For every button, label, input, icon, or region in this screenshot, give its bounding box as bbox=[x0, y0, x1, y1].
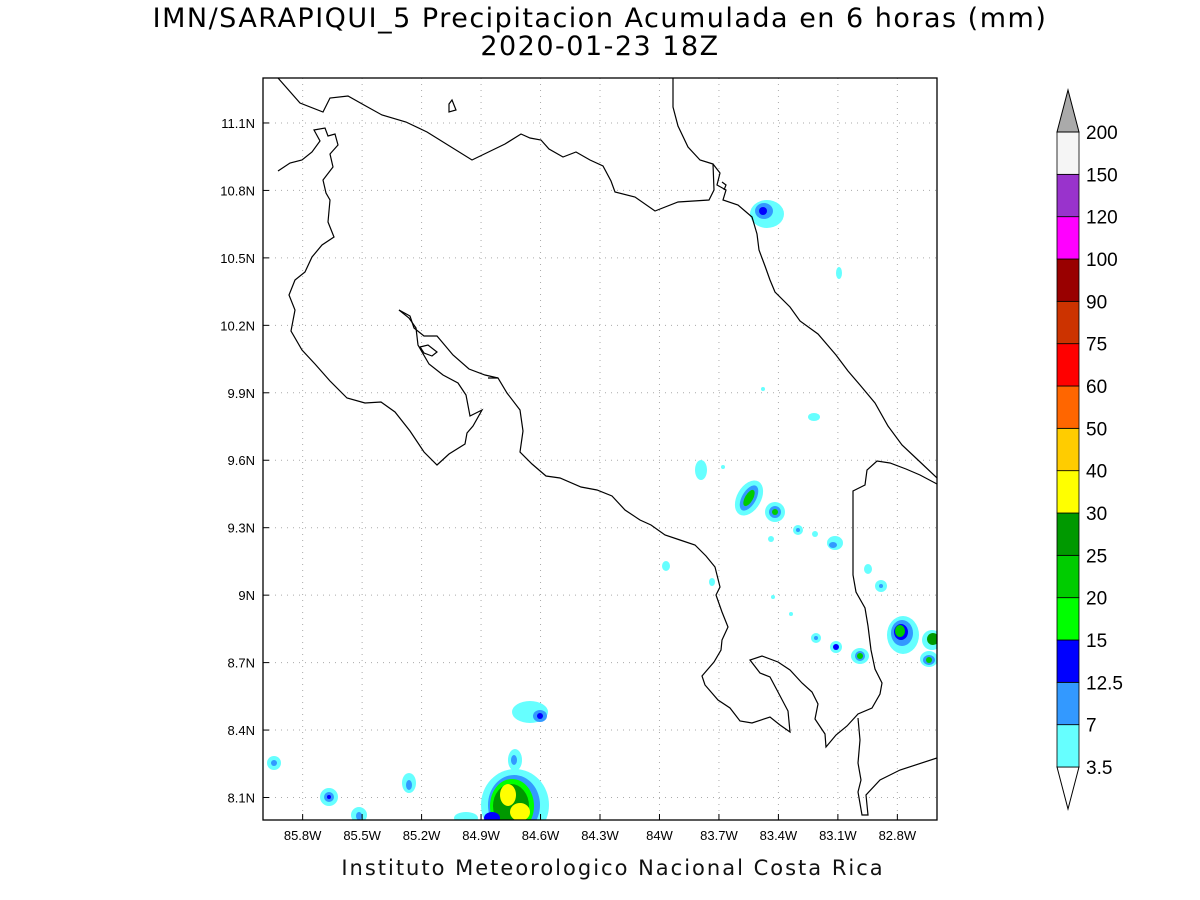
x-tick-label: 83.7W bbox=[700, 828, 738, 843]
legend-label: 3.5 bbox=[1086, 758, 1112, 779]
coastline bbox=[277, 78, 937, 816]
x-tick-label: 82.8W bbox=[879, 828, 917, 843]
legend-label: 12.5 bbox=[1086, 673, 1123, 694]
legend-swatch bbox=[1056, 724, 1080, 768]
legend-label: 20 bbox=[1086, 589, 1107, 610]
legend-swatch bbox=[1056, 681, 1080, 726]
legend-swatch bbox=[1056, 131, 1080, 175]
legend-swatch bbox=[1056, 300, 1080, 345]
legend-swatch bbox=[1056, 639, 1080, 683]
x-tick-label: 85.5W bbox=[343, 828, 381, 843]
x-tick-label: 85.2W bbox=[403, 828, 441, 843]
map-subtitle: 2020-01-23 18Z bbox=[480, 31, 720, 62]
precip-cell bbox=[887, 616, 919, 654]
x-tick-label: 84W bbox=[646, 828, 673, 843]
precip-cell bbox=[512, 701, 548, 723]
legend-swatch bbox=[1056, 258, 1080, 302]
y-tick-label: 8.4N bbox=[228, 723, 255, 738]
legend-label: 75 bbox=[1086, 335, 1107, 356]
y-tick-label: 8.7N bbox=[228, 656, 255, 671]
legend-label: 60 bbox=[1086, 377, 1107, 398]
precip-cell bbox=[734, 480, 764, 516]
axis-ticks: 85.8W 85.5W 85.2W 84.9W 84.6W 84.3W 84W 83.7W 83… bbox=[220, 116, 917, 843]
y-tick-label: 9.9N bbox=[228, 386, 255, 401]
legend-under-arrow bbox=[1056, 766, 1080, 811]
y-tick-label: 9N bbox=[238, 588, 255, 603]
legend-over-arrow bbox=[1056, 88, 1080, 133]
x-tick-label: 84.9W bbox=[462, 828, 500, 843]
legend-label: 15 bbox=[1086, 631, 1107, 652]
y-tick-label: 9.3N bbox=[228, 521, 255, 536]
legend-label: 25 bbox=[1086, 546, 1107, 567]
y-tick-label: 9.6N bbox=[228, 453, 255, 468]
legend-swatch bbox=[1056, 427, 1080, 472]
legend-swatch bbox=[1056, 173, 1080, 218]
legend-swatch bbox=[1056, 554, 1080, 599]
precip-cell bbox=[481, 769, 549, 820]
legend-swatch bbox=[1056, 470, 1080, 514]
legend-label: 40 bbox=[1086, 462, 1107, 483]
precip-cell bbox=[750, 200, 784, 228]
y-tick-label: 10.5N bbox=[220, 251, 255, 266]
legend-label: 120 bbox=[1086, 208, 1118, 229]
x-tick-label: 83.4W bbox=[760, 828, 798, 843]
y-tick-label: 10.2N bbox=[220, 318, 255, 333]
y-tick-label: 10.8N bbox=[220, 183, 255, 198]
map-title: IMN/SARAPIQUI_5 Precipitacion Acumulada … bbox=[152, 3, 1048, 34]
x-tick-label: 85.8W bbox=[284, 828, 322, 843]
legend-swatch bbox=[1056, 216, 1080, 260]
legend-label: 200 bbox=[1086, 123, 1118, 144]
legend-label: 100 bbox=[1086, 250, 1118, 271]
legend-label: 50 bbox=[1086, 419, 1107, 440]
precipitation-field bbox=[267, 200, 937, 820]
map-grid bbox=[263, 78, 937, 820]
legend-swatch bbox=[1056, 512, 1080, 556]
legend-swatch bbox=[1056, 343, 1080, 387]
precip-cell bbox=[765, 502, 785, 522]
y-tick-label: 11.1N bbox=[221, 116, 255, 131]
x-tick-label: 83.1W bbox=[819, 828, 857, 843]
legend-swatch bbox=[1056, 597, 1080, 641]
legend-label: 90 bbox=[1086, 292, 1107, 313]
map-footer-credit: Instituto Meteorologico Nacional Costa R… bbox=[341, 856, 885, 880]
x-tick-label: 84.6W bbox=[522, 828, 560, 843]
legend-swatch bbox=[1056, 385, 1080, 429]
color-legend: 3.5 7 12.5 15 20 25 30 40 50 60 75 90 100 120 150 200 bbox=[1056, 88, 1123, 811]
y-tick-label: 8.1N bbox=[228, 791, 255, 806]
legend-label: 30 bbox=[1086, 504, 1107, 525]
x-tick-label: 84.3W bbox=[581, 828, 619, 843]
legend-label: 7 bbox=[1086, 716, 1097, 737]
legend-label: 150 bbox=[1086, 165, 1118, 186]
